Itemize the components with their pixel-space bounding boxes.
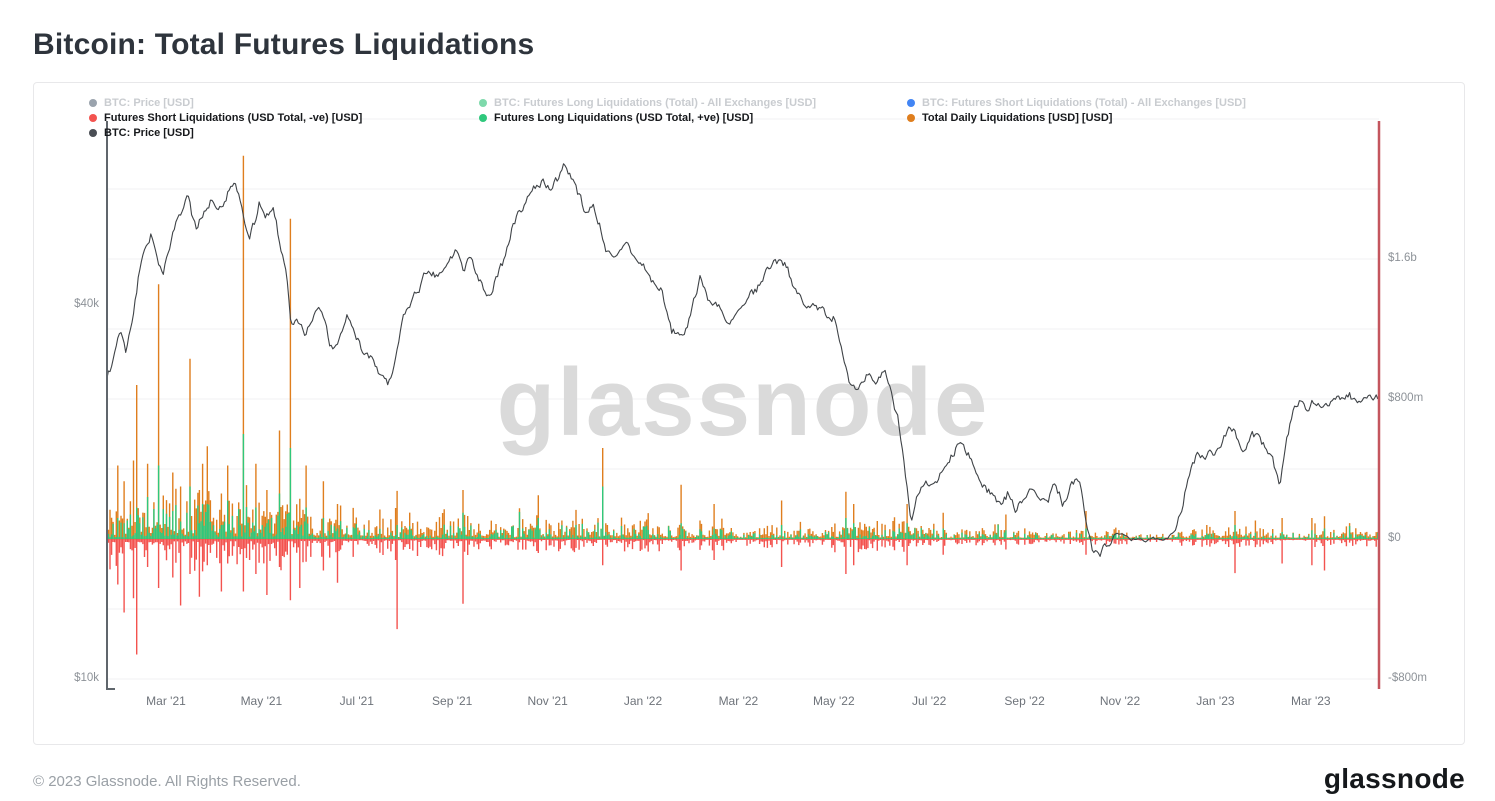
legend-item-total-daily-liquidations[interactable]: Total Daily Liquidations [USD] [USD] bbox=[907, 110, 1112, 125]
legend-label: BTC: Price [USD] bbox=[104, 126, 194, 139]
right-axis-tick-label: $0 bbox=[1388, 532, 1401, 544]
legend-item-futures-long-total-muted[interactable]: BTC: Futures Long Liquidations (Total) -… bbox=[479, 95, 816, 110]
legend-item-long-liquidations[interactable]: Futures Long Liquidations (USD Total, +v… bbox=[479, 110, 753, 125]
page-title: Bitcoin: Total Futures Liquidations bbox=[33, 28, 535, 62]
x-axis-tick-label: Sep '22 bbox=[1004, 694, 1045, 708]
legend-label: BTC: Price [USD] bbox=[104, 96, 194, 109]
legend-label: Futures Long Liquidations (USD Total, +v… bbox=[494, 111, 754, 124]
x-axis-tick-label: Mar '22 bbox=[718, 694, 759, 708]
legend-label: BTC: Futures Short Liquidations (Total) … bbox=[922, 96, 1246, 109]
legend-dot-icon bbox=[907, 113, 915, 122]
x-axis-tick-label: May '22 bbox=[812, 694, 855, 708]
liquidations-chart-svg[interactable]: glassnode bbox=[34, 83, 1464, 744]
legend-label: Total Daily Liquidations [USD] [USD] bbox=[922, 111, 1113, 124]
legend-dot-icon bbox=[89, 98, 97, 107]
legend-item-short-liquidations[interactable]: Futures Short Liquidations (USD Total, -… bbox=[89, 110, 362, 125]
x-axis-tick-label: Mar '23 bbox=[1290, 694, 1331, 708]
legend-label: Futures Short Liquidations (USD Total, -… bbox=[104, 111, 363, 124]
right-axis-tick-label: $1.6b bbox=[1388, 252, 1417, 264]
legend-dot-icon bbox=[89, 113, 97, 122]
right-axis-tick-label: -$800m bbox=[1388, 672, 1427, 684]
legend-dot-icon bbox=[479, 113, 487, 122]
x-axis-tick-label: Mar '21 bbox=[146, 694, 186, 708]
x-axis-tick-label: Jan '22 bbox=[623, 694, 663, 708]
legend-item-btc-price-muted[interactable]: BTC: Price [USD] bbox=[89, 95, 194, 110]
legend-dot-icon bbox=[907, 98, 915, 107]
x-axis-tick-label: Sep '21 bbox=[432, 694, 473, 708]
x-axis-tick-label: Jan '23 bbox=[1196, 694, 1235, 708]
footer-copyright: © 2023 Glassnode. All Rights Reserved. bbox=[33, 773, 301, 790]
left-axis-tick-label: $40k bbox=[74, 297, 99, 310]
legend-item-btc-price[interactable]: BTC: Price [USD] bbox=[89, 125, 194, 140]
x-axis-tick-label: Nov '22 bbox=[1099, 694, 1141, 708]
short-liquidations-bars bbox=[106, 539, 1379, 655]
x-axis-tick-label: Nov '21 bbox=[527, 694, 568, 708]
left-axis-tick-label: $10k bbox=[74, 672, 99, 684]
x-axis-tick-label: May '21 bbox=[240, 694, 283, 708]
x-axis-tick-label: Jul '21 bbox=[339, 694, 374, 708]
legend-label: BTC: Futures Long Liquidations (Total) -… bbox=[494, 96, 817, 109]
glassnode-logo: glassnode bbox=[1323, 763, 1465, 794]
legend-dot-icon bbox=[89, 128, 97, 137]
btc-price-line bbox=[106, 163, 1379, 557]
legend-dot-icon bbox=[479, 98, 487, 107]
chart-card: glassnode BTC: Price [USD] BTC: Futures … bbox=[33, 82, 1465, 745]
x-axis-tick-label: Jul '22 bbox=[912, 694, 947, 708]
glassnode-watermark: glassnode bbox=[497, 349, 990, 456]
legend-item-futures-short-total-muted[interactable]: BTC: Futures Short Liquidations (Total) … bbox=[907, 95, 1246, 110]
left-price-axis-line[interactable] bbox=[106, 121, 115, 690]
right-axis-tick-label: $800m bbox=[1388, 392, 1424, 404]
